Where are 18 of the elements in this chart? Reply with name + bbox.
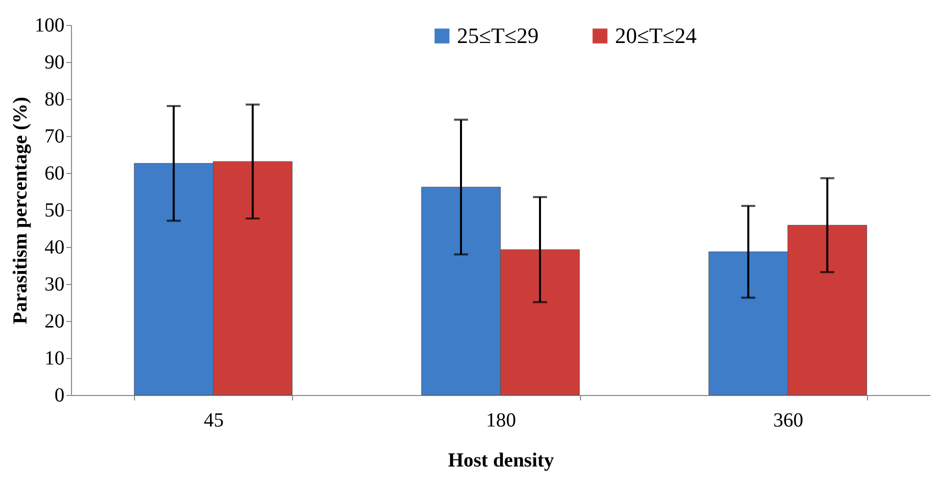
legend-label: 25≤T≤29 xyxy=(457,23,539,48)
y-tick-label: 80 xyxy=(44,88,64,110)
y-tick-label: 0 xyxy=(54,384,64,406)
y-tick-label: 30 xyxy=(44,274,64,296)
x-tick-label: 45 xyxy=(204,410,224,432)
y-tick-label: 100 xyxy=(34,14,64,36)
x-axis-title: Host density xyxy=(448,450,554,472)
y-tick-label: 10 xyxy=(44,348,64,370)
y-tick-label: 20 xyxy=(44,310,64,332)
y-tick-label: 50 xyxy=(44,200,64,222)
y-axis-title: Parasitism percentage (%) xyxy=(10,96,32,324)
legend-label: 20≤T≤24 xyxy=(615,23,697,48)
y-tick-label: 90 xyxy=(44,52,64,74)
y-tick-label: 70 xyxy=(44,126,64,148)
y-tick-label: 40 xyxy=(44,236,64,258)
x-tick-label: 360 xyxy=(773,410,804,432)
x-tick-label: 180 xyxy=(486,410,516,432)
y-tick-label: 60 xyxy=(44,162,64,184)
